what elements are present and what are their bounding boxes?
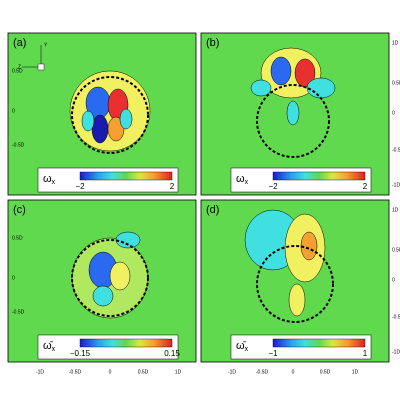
colorbar-tick: −1	[268, 349, 278, 358]
contour	[300, 231, 318, 261]
x-tick-label: -1D	[36, 369, 44, 375]
colorbar-symbol: ωx	[43, 173, 56, 186]
y-tick-label: 0.5D	[12, 235, 23, 241]
contour	[109, 261, 131, 291]
contour	[286, 100, 300, 126]
colorbar	[79, 171, 173, 181]
y-tick-label: -0.5D	[12, 309, 25, 315]
y-tick-label: 0	[12, 275, 15, 281]
panel-label: (b)	[206, 37, 219, 49]
cylinder-outline	[71, 76, 149, 154]
colorbar	[79, 338, 173, 348]
panel: (d) ω̄x −1 1 1D 0.5D 0 -0.5D -1D -1D -0.5D 0 0.5D 1D	[200, 199, 400, 375]
contour	[306, 77, 336, 99]
cylinder-outline	[256, 84, 330, 158]
colorbar-tick: 2	[363, 182, 368, 191]
contour	[288, 283, 306, 317]
symbol: ω	[236, 173, 245, 185]
triad-label: Z	[18, 64, 21, 70]
subscript: x	[245, 346, 249, 353]
y-tick-label: 0	[392, 277, 395, 283]
x-tick-label: -0.5D	[69, 369, 82, 375]
panel: (c) ω̄x −0.15 0.15 0.5D 0 -0.5D -1D -0.5D 0 0.5D 1D	[7, 199, 197, 375]
colorbar	[272, 171, 366, 181]
x-tick-label: 0.5D	[320, 369, 331, 375]
contour	[270, 56, 292, 86]
y-tick-label: -1D	[392, 349, 400, 355]
symbol: ω	[43, 173, 52, 185]
y-tick-label: -1D	[392, 182, 400, 188]
colorbar-symbol: ω̄x	[43, 340, 56, 353]
symbol: ω̄	[43, 340, 54, 352]
contour	[92, 285, 114, 307]
x-tick-label: 0	[292, 369, 295, 375]
colorbar-tick: 0.15	[164, 349, 180, 358]
panel-label: (d)	[206, 204, 219, 216]
x-tick-label: -1D	[228, 369, 236, 375]
symbol: ω̄	[236, 340, 247, 352]
y-tick-label: -0.5D	[12, 142, 25, 148]
colorbar-tick: 1	[363, 349, 368, 358]
colorbar-symbol: ωx	[236, 173, 249, 186]
subscript: x	[245, 179, 249, 186]
contour	[81, 110, 95, 132]
y-tick-label: 0	[12, 108, 15, 114]
y-tick-label: 0.5D	[392, 80, 400, 86]
triad-label: Y	[44, 42, 48, 48]
colorbar-tick: 2	[170, 182, 175, 191]
contour	[91, 114, 109, 144]
subscript: x	[52, 179, 56, 186]
y-tick-label: 0.5D	[392, 247, 400, 253]
x-tick-label: 1D	[175, 369, 182, 375]
panel-label: (c)	[13, 204, 26, 216]
colorbar-tick: −2	[268, 182, 278, 191]
x-tick-label: 1D	[352, 369, 359, 375]
panel-label: (a)	[13, 37, 26, 49]
colorbar-tick: −2	[75, 182, 85, 191]
y-tick-label: 0.5D	[12, 68, 23, 74]
y-tick-label: -0.5D	[392, 314, 400, 320]
panel: (a) ωx −2 2 0.5D 0 -0.5D Y Z	[7, 32, 197, 196]
cylinder-outline	[71, 239, 149, 317]
y-tick-label: 0	[392, 110, 395, 116]
colorbar-symbol: ω̄x	[236, 340, 249, 353]
y-tick-label: 1D	[392, 40, 399, 46]
x-tick-label: 0	[109, 369, 112, 375]
panel: (b) ωx −2 2 1D 0.5D 0 -0.5D -1D	[200, 32, 400, 196]
colorbar	[272, 338, 366, 348]
contour	[119, 108, 133, 130]
colorbar-tick: −0.15	[70, 349, 91, 358]
cylinder-outline	[256, 245, 334, 323]
x-tick-label: 0.5D	[138, 369, 149, 375]
contour	[250, 79, 272, 97]
contour	[115, 231, 141, 249]
y-tick-label: 1D	[392, 207, 399, 213]
triad-box	[37, 63, 45, 71]
y-tick-label: -0.5D	[392, 147, 400, 153]
contour	[107, 116, 125, 142]
x-tick-label: -0.5D	[256, 369, 269, 375]
subscript: x	[52, 346, 56, 353]
